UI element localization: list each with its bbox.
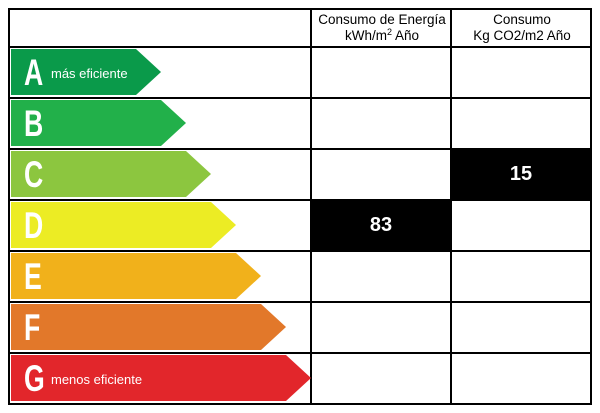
class-arrow-d: D [11,202,236,248]
class-letter: G [24,358,45,399]
grid-line [8,352,592,354]
grid-line [8,8,10,405]
energy-consumption-header: Consumo de Energía kWh/m2 Año [312,10,452,46]
class-arrow-c: C [11,151,211,197]
class-subtitle: menos eficiente [51,372,143,387]
grid-line [8,148,592,150]
co2-header-line1: Consumo [493,12,551,27]
arrow-shape [11,100,186,146]
grid-line [8,250,592,252]
class-arrow-g: G menos eficiente [11,355,311,401]
class-arrow-f: F [11,304,286,350]
energy-header-line1: Consumo de Energía [318,12,446,27]
energy-label-table [8,8,592,405]
arrow-shape [11,202,236,248]
arrow-shape [11,355,311,401]
grid-line [450,8,452,405]
grid-line [8,97,592,99]
grid-line [8,46,592,48]
co2-value-box: 15 [452,150,590,199]
arrow-shape [11,151,211,197]
energy-header-unit: kWh/m2 Año [345,28,419,44]
grid-line [8,403,592,405]
energy-value-box: 83 [312,201,450,250]
grid-line [8,8,592,10]
energy-unit-year: Año [391,28,420,43]
grid-line [590,8,592,405]
class-letter: C [24,154,44,195]
arrow-shape [11,49,161,95]
grid-line [8,199,592,201]
arrow-shape [11,304,286,350]
co2-emissions-header: Consumo Kg CO2/m2 Año [452,10,592,46]
class-letter: F [24,307,41,348]
co2-header-unit: Kg CO2/m2 Año [473,28,571,43]
arrow-shape [11,253,261,299]
class-letter: D [24,205,44,246]
class-letter: E [24,256,42,297]
class-arrow-b: B [11,100,186,146]
class-subtitle: más eficiente [51,66,128,81]
grid-line [310,8,312,405]
grid-line [8,301,592,303]
class-letter: B [24,103,44,144]
energy-unit-text: kWh/m [344,28,387,43]
class-letter: A [24,52,44,93]
class-arrow-a: A más eficiente [11,49,161,95]
class-arrow-e: E [11,253,261,299]
energy-unit-exponent: 2 [386,27,392,37]
